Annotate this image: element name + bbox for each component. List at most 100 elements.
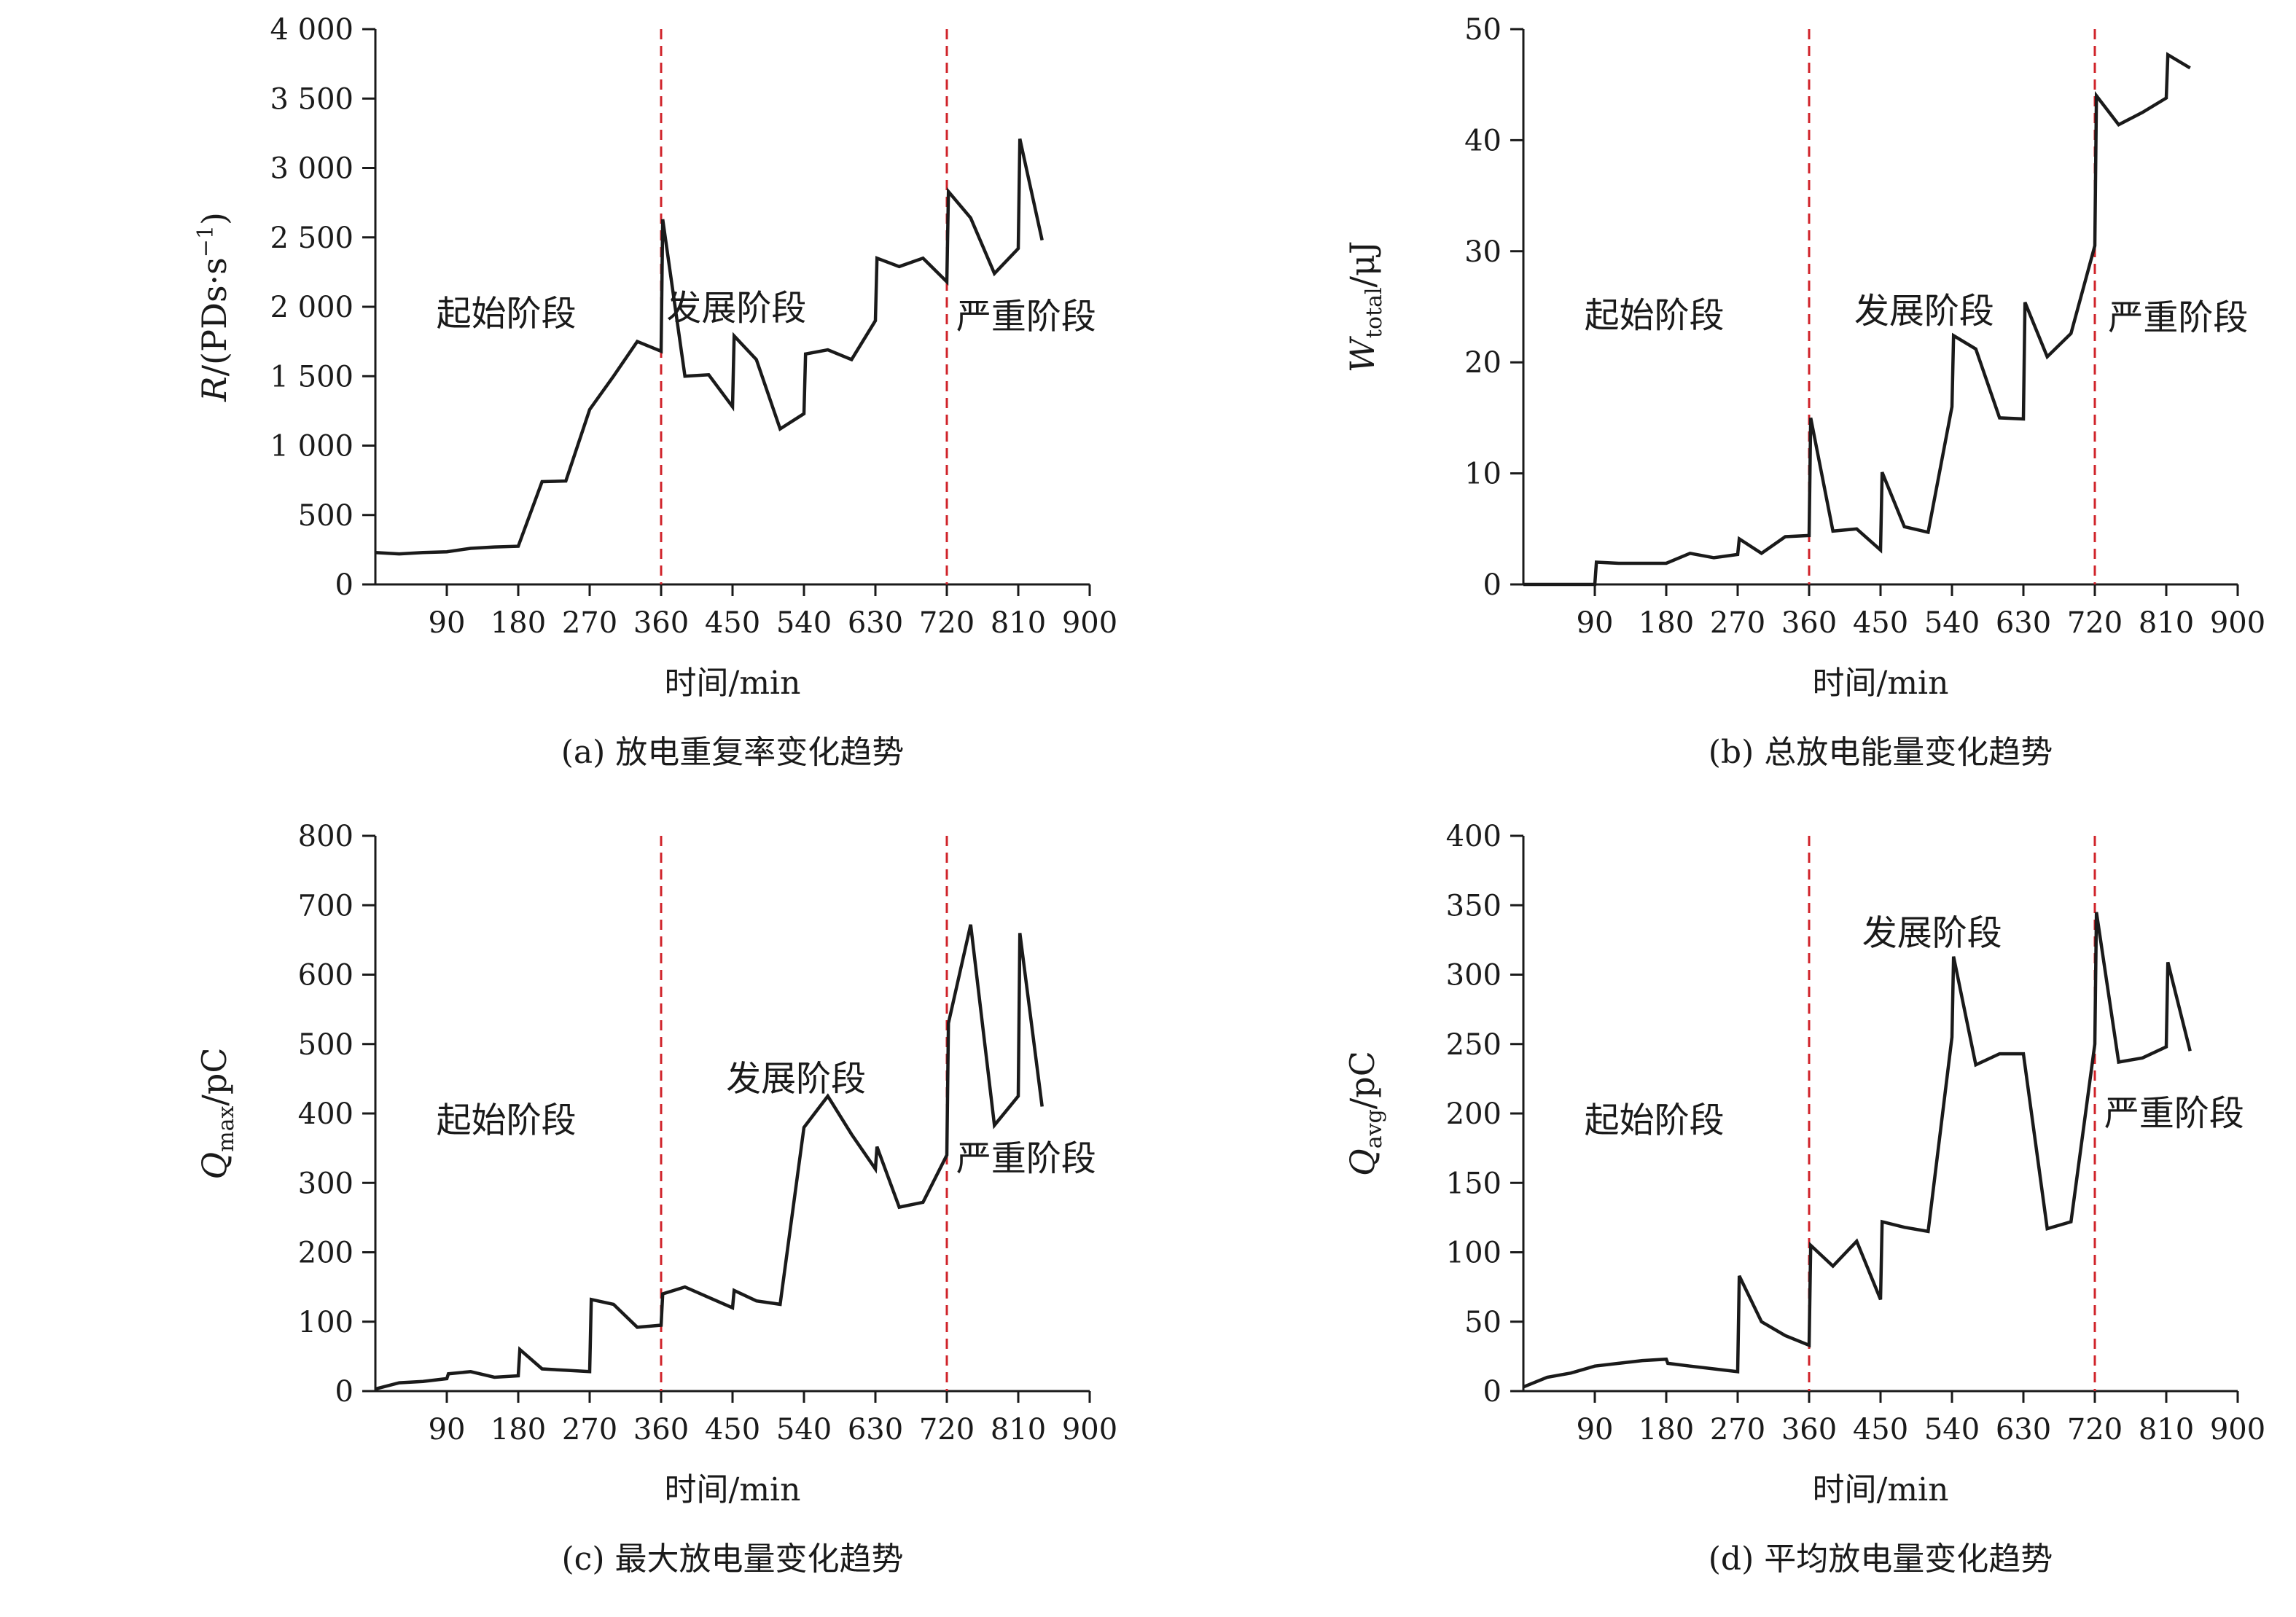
series-line <box>375 138 1044 556</box>
y-tick-label: 30 <box>1464 235 1502 269</box>
series-line <box>375 924 1044 1391</box>
x-tick-label: 450 <box>705 1413 760 1446</box>
y-tick-label: 400 <box>1446 820 1502 853</box>
x-tick-label: 90 <box>429 606 466 640</box>
x-tick-label: 180 <box>1639 1413 1694 1446</box>
stage-label: 严重阶段 <box>2104 1093 2244 1134</box>
chart-panel-c: 0 100 200 300 400 500 600 700 800 90 180 270 360 450 5… <box>0 807 1148 1614</box>
y-axis-label-main: W <box>1343 335 1382 372</box>
y-tick-label: 300 <box>298 1167 354 1200</box>
y-tick-label: 1 500 <box>270 360 354 394</box>
chart-caption: (c) 最大放电量变化趋势 <box>562 1540 904 1578</box>
x-tick-label: 270 <box>1710 1413 1765 1446</box>
stage-label: 起始阶段 <box>1585 295 1725 336</box>
y-tick-label: 350 <box>1446 889 1502 923</box>
y-tick-label: 500 <box>298 1028 354 1062</box>
y-axis-label: R/(PDs·s−1) <box>193 212 234 402</box>
stage-label: 起始阶段 <box>1585 1100 1725 1141</box>
x-tick-label: 900 <box>2210 606 2265 640</box>
x-tick-label: 180 <box>1639 606 1694 640</box>
x-tick-label: 810 <box>2139 1413 2194 1446</box>
y-tick-label: 100 <box>298 1306 354 1339</box>
x-tick-label: 450 <box>705 606 760 640</box>
chart-d-svg: 0 50 100 150 200 250 300 350 400 90 180 270 360 450 54… <box>1343 820 2265 1578</box>
x-axis-label: 时间/min <box>1813 665 1949 702</box>
chart-a-svg: 0 500 1 000 1 500 2 000 2 500 3 000 3 500 4 000 9… <box>193 13 1117 771</box>
y-tick-label: 3 000 <box>270 152 354 186</box>
x-axis-label: 时间/min <box>665 665 801 702</box>
y-tick-label: 200 <box>298 1237 354 1270</box>
x-tick-label: 900 <box>1062 606 1117 640</box>
x-tick-label: 810 <box>2139 606 2194 640</box>
stage-label: 发展阶段 <box>726 1058 866 1099</box>
y-tick-label: 150 <box>1446 1167 1502 1200</box>
x-tick-label: 900 <box>2210 1413 2265 1446</box>
x-tick-label: 630 <box>848 606 903 640</box>
x-tick-label: 270 <box>562 1413 617 1446</box>
y-axis-label-main: Q <box>195 1152 234 1180</box>
x-tick-label: 900 <box>1062 1413 1117 1446</box>
x-tick-label: 450 <box>1853 1413 1908 1446</box>
chart-panel-b: 0 10 20 30 40 50 90 180 270 360 450 540 630 720 810 900… <box>1148 0 2296 807</box>
y-axis-label-unit: /μJ <box>1343 241 1382 288</box>
y-tick-label: 0 <box>1483 1375 1502 1409</box>
y-axis-label-sup: −1 <box>193 225 219 257</box>
y-axis-label-sub: total <box>1362 287 1387 338</box>
x-tick-label: 270 <box>1710 606 1765 640</box>
y-axis-label-tail: ) <box>195 212 234 225</box>
x-tick-label: 360 <box>1781 606 1837 640</box>
y-tick-label: 40 <box>1464 124 1502 157</box>
x-tick-label: 720 <box>2067 606 2123 640</box>
chart-b-svg: 0 10 20 30 40 50 90 180 270 360 450 540 630 720 810 900… <box>1343 13 2265 771</box>
y-tick-label: 500 <box>298 499 354 533</box>
x-tick-label: 630 <box>848 1413 903 1446</box>
chart-caption: (b) 总放电能量变化趋势 <box>1709 734 2053 771</box>
chart-c-svg: 0 100 200 300 400 500 600 700 800 90 180 270 360 450 5… <box>195 820 1117 1578</box>
y-tick-label: 0 <box>335 568 354 602</box>
x-tick-label: 360 <box>633 606 689 640</box>
y-axis-label-unit: /(PDs·s <box>195 257 234 376</box>
y-tick-label: 50 <box>1464 13 1502 47</box>
y-tick-label: 400 <box>298 1097 354 1131</box>
x-tick-label: 810 <box>991 1413 1046 1446</box>
x-tick-label: 720 <box>2067 1413 2123 1446</box>
y-tick-label: 100 <box>1446 1237 1502 1270</box>
series-line <box>1523 912 2192 1389</box>
y-axis-label-sub: avg <box>1362 1109 1387 1148</box>
stage-label: 严重阶段 <box>956 1138 1096 1179</box>
y-tick-label: 2 000 <box>270 291 354 324</box>
y-tick-label: 2 500 <box>270 222 354 255</box>
x-axis-label: 时间/min <box>1813 1471 1949 1508</box>
y-tick-label: 3 500 <box>270 82 354 116</box>
y-tick-label: 800 <box>298 820 354 853</box>
chart-caption: (a) 放电重复率变化趋势 <box>561 734 905 771</box>
stage-label: 严重阶段 <box>2108 297 2248 338</box>
chart-caption: (d) 平均放电量变化趋势 <box>1709 1540 2053 1578</box>
y-axis-label: Wtotal/μJ <box>1343 241 1387 373</box>
y-axis-label-sub: max <box>214 1106 239 1152</box>
x-tick-label: 180 <box>491 606 546 640</box>
stage-label: 严重阶段 <box>956 296 1096 337</box>
x-tick-label: 630 <box>1996 1413 2051 1446</box>
stage-label: 发展阶段 <box>1854 291 1994 332</box>
y-tick-label: 200 <box>1446 1097 1502 1131</box>
y-tick-label: 600 <box>298 959 354 992</box>
y-axis-label: Qavg/pC <box>1343 1051 1387 1176</box>
y-tick-label: 4 000 <box>270 13 354 47</box>
stage-label: 发展阶段 <box>1862 912 2002 953</box>
chart-panel-d: 0 50 100 150 200 250 300 350 400 90 180 270 360 450 54… <box>1148 807 2296 1614</box>
y-axis-label-unit: /pC <box>195 1047 234 1105</box>
x-tick-label: 720 <box>919 1413 975 1446</box>
x-tick-label: 360 <box>1781 1413 1837 1446</box>
x-tick-label: 90 <box>1577 1413 1614 1446</box>
y-tick-label: 10 <box>1464 458 1502 491</box>
series-line <box>1523 52 2191 587</box>
y-axis-label: Qmax/pC <box>195 1047 239 1179</box>
y-axis-label-main: Q <box>1343 1148 1382 1176</box>
y-tick-label: 0 <box>1483 568 1502 602</box>
stage-label: 起始阶段 <box>437 1100 577 1141</box>
y-axis-label-unit: /pC <box>1343 1051 1382 1109</box>
x-tick-label: 90 <box>429 1413 466 1446</box>
x-axis-label: 时间/min <box>665 1471 801 1508</box>
x-tick-label: 360 <box>633 1413 689 1446</box>
